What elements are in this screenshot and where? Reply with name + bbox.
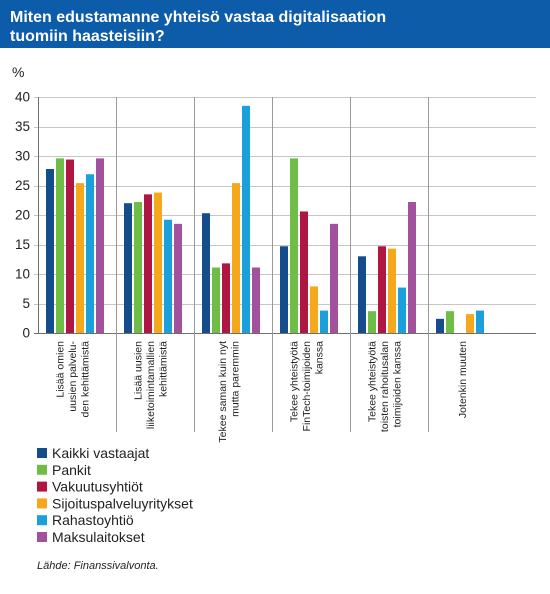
legend-swatch <box>37 464 47 475</box>
x-tick-label-line: Jotenkin muuten <box>457 341 469 418</box>
legend-swatch <box>37 448 47 458</box>
bar <box>222 263 230 333</box>
bars <box>46 105 484 333</box>
legend-swatch <box>37 498 47 509</box>
y-tick-label: 35 <box>15 119 30 134</box>
x-tick-label: Tekee saman kuin nyt mutta paremmin <box>217 341 242 443</box>
legend-swatch <box>37 532 47 542</box>
y-tick-label: 30 <box>15 149 30 164</box>
y-tick-label: 10 <box>15 267 30 282</box>
bar <box>174 223 182 333</box>
bar <box>66 159 74 333</box>
bar <box>398 287 406 333</box>
x-tick-label-line: Lisää uusien <box>133 341 145 400</box>
legend-label: Maksulaitokset <box>52 529 145 545</box>
legend-label: Sijoituspalveluyritykset <box>52 495 193 511</box>
legend-item: Maksulaitokset <box>37 529 145 545</box>
bar <box>144 194 152 333</box>
bar <box>388 248 396 333</box>
y-tick-label: 25 <box>15 178 30 193</box>
bar <box>124 203 132 333</box>
legend-item: Vakuutusyhtiöt <box>37 479 143 495</box>
bar <box>320 310 328 333</box>
bar <box>368 311 376 333</box>
legend-label: Kaikki vastaajat <box>52 445 149 461</box>
bar <box>134 202 142 333</box>
bar <box>164 219 172 333</box>
legend-swatch <box>37 515 47 526</box>
y-tick-label: 5 <box>22 296 30 311</box>
bar <box>476 310 484 333</box>
legend-item: Kaikki vastaajat <box>37 445 149 461</box>
x-tick-label-line: den kehittämistä <box>80 341 92 418</box>
y-tick-label: 0 <box>22 326 30 341</box>
bar <box>242 105 250 333</box>
bar <box>46 168 54 333</box>
bar <box>300 211 308 333</box>
chart-title-banner: Miten edustamanne yhteisö vastaa digital… <box>0 0 550 48</box>
legend-swatch <box>37 481 47 492</box>
legend-item: Pankit <box>37 462 91 478</box>
bar <box>280 246 288 333</box>
bar <box>154 192 162 333</box>
x-tick-label-line: Tekee saman kuin nyt <box>217 341 229 443</box>
x-tick-label-line: mutta paremmin <box>229 341 241 417</box>
bar <box>232 183 240 333</box>
y-tick-label: 40 <box>15 90 30 105</box>
x-tick-label: Lisää omien uusien palvelu-den kehittämis… <box>55 341 92 418</box>
legend-label: Rahastoyhtiö <box>52 512 134 528</box>
source-note: Lähde: Finanssivalvonta. <box>37 560 159 572</box>
y-axis-unit-label: % <box>12 64 24 80</box>
y-tick-label: 15 <box>15 237 30 252</box>
x-tick-label: Tekee yhteistyötä FinTech-toimijoiden kans… <box>289 341 326 432</box>
bar <box>56 158 64 333</box>
x-tick-label-line: toisten rahoitusalan <box>379 341 391 432</box>
x-tick-label-line: toimijoiden kanssa <box>392 341 404 428</box>
legend-item: Rahastoyhtiö <box>37 512 134 528</box>
bar <box>408 202 416 333</box>
legend-label: Vakuutusyhtiöt <box>52 479 143 495</box>
bar <box>436 318 444 333</box>
x-tick-label-line: kanssa <box>314 341 326 374</box>
x-tick-label: Lisää uusien liiketoimintamallien kehittäm… <box>133 341 170 429</box>
x-tick-label: Tekee yhteistyötä toisten rahoitusalan toi… <box>367 341 404 432</box>
x-tick-label-line: liiketoimintamallien <box>145 341 157 429</box>
legend-label: Pankit <box>52 462 91 478</box>
bar <box>466 314 474 333</box>
bar <box>330 223 338 333</box>
x-tick-label-line: Tekee yhteistyötä <box>289 341 301 422</box>
x-tick-label: Jotenkin muuten <box>457 341 469 418</box>
x-tick-label-line: Lisää omien <box>55 341 67 398</box>
bar <box>310 286 318 333</box>
bar <box>212 267 220 333</box>
bar <box>202 213 210 333</box>
bar <box>290 158 298 333</box>
chart-title-line-1: Miten edustamanne yhteisö vastaa digital… <box>10 9 387 26</box>
x-tick-label-line: uusien palvelu- <box>67 341 79 412</box>
x-tick-label-line: kehittämistä <box>158 341 170 397</box>
gridlines <box>34 97 536 334</box>
bar <box>76 183 84 333</box>
bar <box>446 311 454 333</box>
bar <box>252 267 260 333</box>
x-tick-label-line: FinTech-toimijoiden <box>301 341 313 432</box>
chart-title-line-2: tuomiin haasteisiin? <box>10 28 165 45</box>
y-tick-label: 20 <box>15 208 30 223</box>
bar <box>86 174 94 333</box>
x-tick-label-line: Tekee yhteistyötä <box>367 341 379 422</box>
bar <box>378 246 386 333</box>
bar <box>96 158 104 333</box>
legend: Kaikki vastaajatPankitVakuutusyhtiötSijo… <box>37 445 193 545</box>
bar <box>358 256 366 333</box>
legend-item: Sijoituspalveluyritykset <box>37 495 193 511</box>
